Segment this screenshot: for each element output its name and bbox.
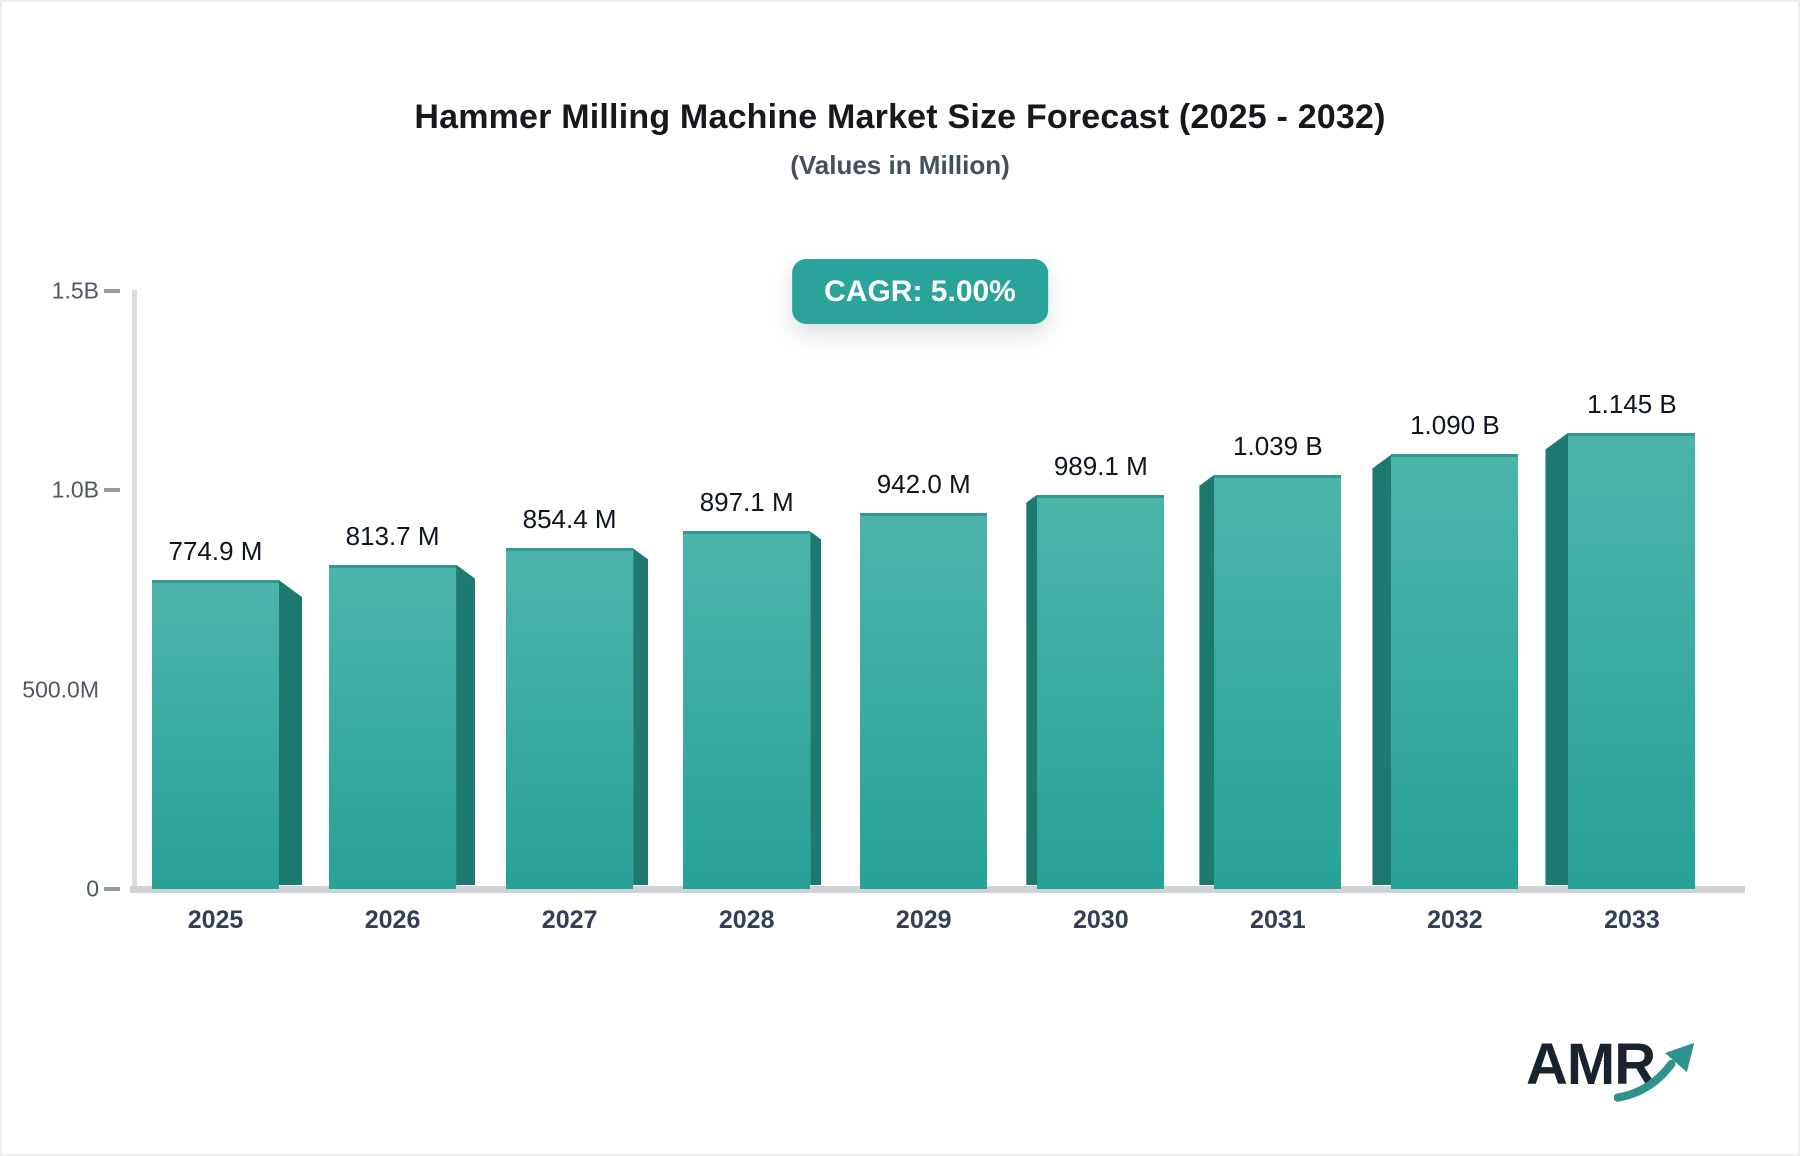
bar-side-2025 <box>279 580 302 885</box>
y-axis-tick-mark <box>104 289 120 293</box>
bar-2030 <box>1037 494 1165 889</box>
y-axis-tick-label: 1.0B <box>51 476 99 503</box>
y-axis-tick-mark <box>104 488 120 493</box>
x-axis-line <box>130 886 1745 893</box>
x-axis-label-2028: 2028 <box>718 906 775 934</box>
bar-side-2028 <box>810 531 822 885</box>
bar-side-2030 <box>1026 494 1038 885</box>
bar-side-2031 <box>1199 474 1215 885</box>
amr-logo: AMR <box>1526 1035 1716 1119</box>
bar-side-2026 <box>456 564 476 885</box>
bar-value-label-2025: 774.9 M <box>168 536 263 567</box>
bar-value-label-2030: 989.1 M <box>1053 450 1148 481</box>
x-axis-label-2032: 2032 <box>1427 906 1483 934</box>
x-axis-label-2030: 2030 <box>1072 906 1129 934</box>
bar-2033 <box>1568 432 1696 889</box>
bar-2031 <box>1214 474 1342 889</box>
bar-2026 <box>329 564 457 889</box>
y-axis-tick-label: 500.0M <box>22 676 99 703</box>
y-axis-tick-label: 1.5B <box>51 277 99 304</box>
bar-value-label-2033: 1.145 B <box>1587 388 1677 419</box>
bar-value-label-2031: 1.039 B <box>1233 430 1323 461</box>
bar-2027 <box>506 548 634 889</box>
page-subtitle: (Values in Million) <box>790 150 1010 180</box>
x-axis-label-2025: 2025 <box>187 906 244 934</box>
x-axis-label-2029: 2029 <box>895 906 952 934</box>
x-axis-label-2033: 2033 <box>1604 906 1660 934</box>
bar-value-label-2029: 942.0 M <box>876 469 971 500</box>
bar-side-2027 <box>633 548 649 885</box>
bar-value-label-2026: 813.7 M <box>345 520 440 551</box>
bar-side-2033 <box>1545 432 1569 885</box>
y-axis-tick-mark <box>104 887 120 891</box>
x-axis-label-2026: 2026 <box>364 906 421 934</box>
bar-2029 <box>860 513 988 889</box>
page-title: Hammer Milling Machine Market Size Forec… <box>414 98 1386 136</box>
x-axis-label-2027: 2027 <box>541 906 598 934</box>
bar-value-label-2027: 854.4 M <box>522 504 617 535</box>
bar-value-label-2028: 897.1 M <box>699 487 794 518</box>
cagr-badge: CAGR: 5.00% <box>792 259 1048 324</box>
x-axis-label-2031: 2031 <box>1250 906 1306 934</box>
bar-2028 <box>683 531 811 889</box>
y-axis-tick-label: 0 <box>86 875 99 902</box>
growth-arrow-icon <box>1614 1042 1695 1102</box>
bar-2025 <box>152 580 279 889</box>
bar-value-label-2032: 1.090 B <box>1410 410 1500 441</box>
y-axis-line <box>132 290 137 893</box>
bar-2032 <box>1391 454 1519 889</box>
bar-side-2032 <box>1372 454 1392 885</box>
amr-logo-text: AMR <box>1526 1032 1656 1097</box>
